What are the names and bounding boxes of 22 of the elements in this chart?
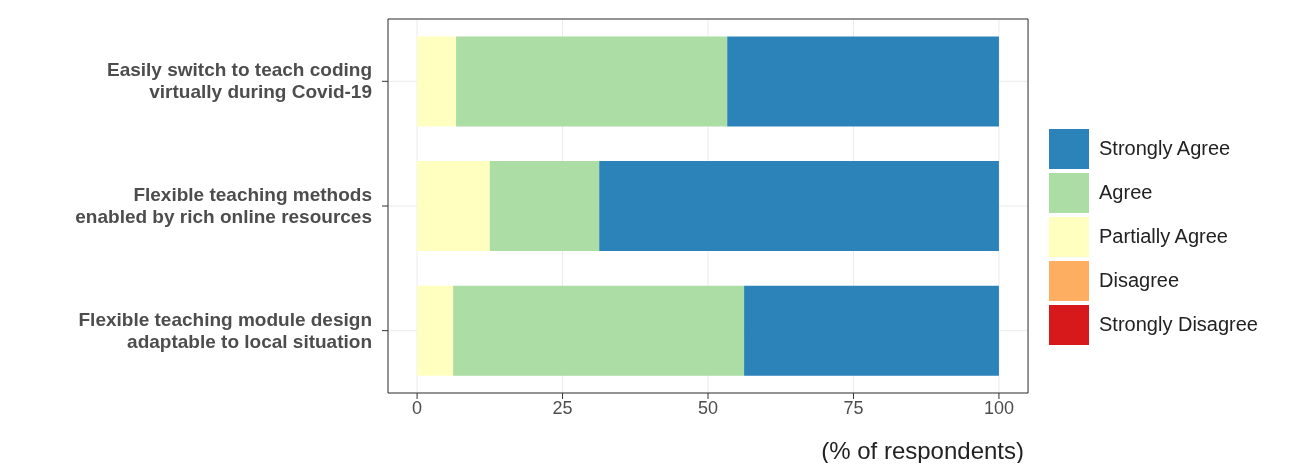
bar <box>489 161 600 252</box>
legend-label: Strongly Disagree <box>1099 312 1258 335</box>
legend-label: Disagree <box>1099 268 1180 291</box>
bar <box>599 161 999 252</box>
x-tick-label: 100 <box>983 397 1014 418</box>
y-tick-label: Easily switch to teach coding virtually during Covid-19 <box>106 59 372 103</box>
legend-label: Strongly Agree <box>1099 136 1231 159</box>
x-tick-label: 75 <box>843 397 864 418</box>
bar <box>744 285 999 376</box>
x-tick-label: 50 <box>698 397 719 418</box>
legend-label: Partially Agree <box>1099 224 1228 247</box>
bar <box>456 36 728 127</box>
bar <box>453 285 745 376</box>
y-tick-label: Flexible teaching methods enabled by rich online resources <box>75 184 372 227</box>
y-tick-label: Flexible teaching module design adaptable to local situation <box>78 308 372 352</box>
x-tick-label: 25 <box>552 397 573 418</box>
bar <box>417 161 490 252</box>
bar <box>417 36 457 127</box>
bar <box>417 285 454 376</box>
x-tick-label: 0 <box>412 397 423 418</box>
legend-label: Agree <box>1099 180 1153 203</box>
bar <box>727 36 999 127</box>
